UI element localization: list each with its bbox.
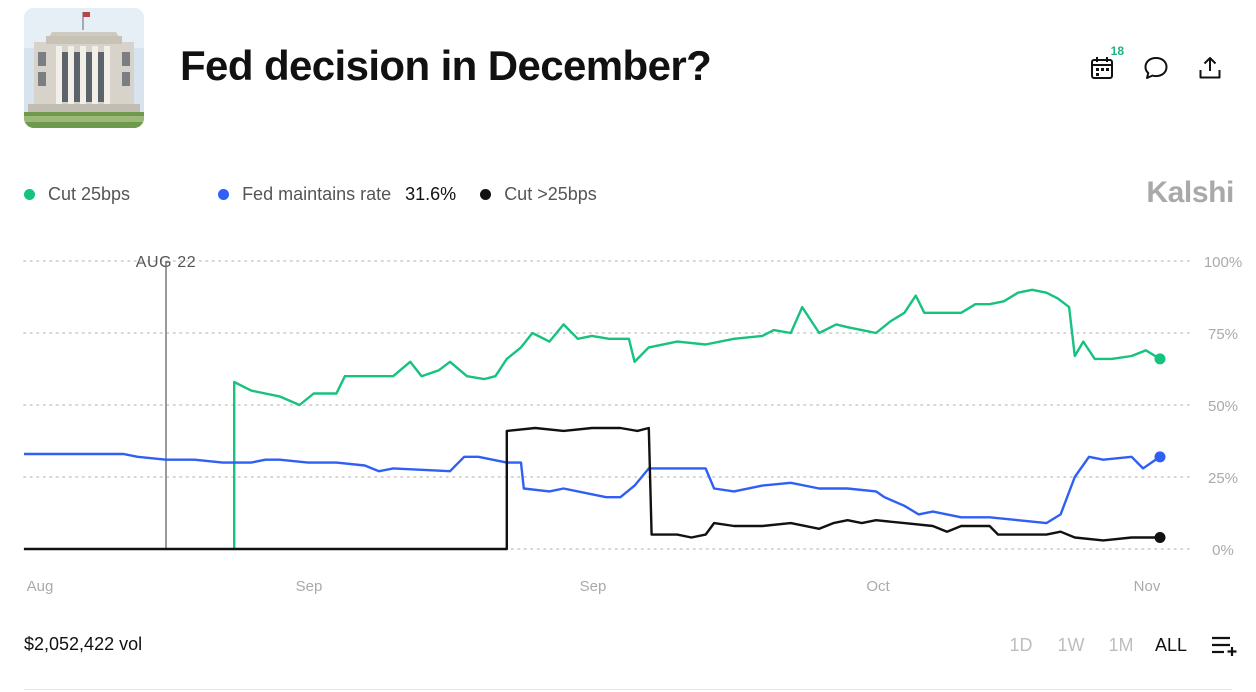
x-tick-label: Sep xyxy=(580,578,607,595)
y-tick-label: 75% xyxy=(1208,326,1238,343)
market-title: Fed decision in December? xyxy=(180,42,712,89)
annotation-label: AUG 22 xyxy=(136,254,197,271)
x-tick-label: Aug xyxy=(27,578,54,595)
add-list-icon[interactable] xyxy=(1210,634,1238,656)
x-tick-label: Nov xyxy=(1134,578,1161,595)
federal-reserve-building-image xyxy=(24,8,144,128)
y-tick-label: 0% xyxy=(1212,542,1234,559)
y-tick-label: 25% xyxy=(1208,470,1238,487)
range-all[interactable]: ALL xyxy=(1154,634,1188,655)
comment-button[interactable] xyxy=(1140,52,1172,84)
legend-label: Cut 25bps xyxy=(48,184,131,204)
series-endpoint-fed-maintains-rate xyxy=(1154,451,1166,463)
series-endpoint-cut-25bps xyxy=(1154,353,1166,365)
calendar-badge: 18 xyxy=(1110,44,1124,58)
series-line-fed-maintains-rate xyxy=(24,452,1161,525)
legend-dot-cut-25bps xyxy=(24,189,35,200)
market-thumbnail xyxy=(24,8,144,128)
brand-logo: Kalshi xyxy=(1146,176,1234,209)
legend-value: 31.6% xyxy=(405,184,457,204)
chart-legend: Cut 25bps Fed maintains rate 31.6% Cut >… xyxy=(24,184,597,205)
time-range-selector: 1D 1W 1M ALL xyxy=(996,634,1238,656)
x-tick-label: Oct xyxy=(866,578,890,595)
series-line-cut-25bps xyxy=(24,426,1160,551)
header-actions: 18 xyxy=(1086,44,1226,84)
legend-label: Cut >25bps xyxy=(504,184,597,204)
y-tick-label: 50% xyxy=(1208,398,1238,415)
calendar-button[interactable]: 18 xyxy=(1086,44,1124,84)
range-1m[interactable]: 1M xyxy=(1108,634,1134,655)
series-line-cut-25bps xyxy=(233,288,1161,549)
legend-label: Fed maintains rate xyxy=(242,184,392,204)
series-endpoint-cut-25bps xyxy=(1154,531,1166,543)
legend-item-cut-over-25bps[interactable]: Cut >25bps xyxy=(480,184,597,205)
share-button[interactable] xyxy=(1194,52,1226,84)
y-tick-label: 100% xyxy=(1204,254,1242,271)
range-1d[interactable]: 1D xyxy=(1009,634,1033,655)
volume-text: $2,052,422 vol xyxy=(24,634,143,654)
range-1w[interactable]: 1W xyxy=(1057,634,1085,655)
calendar-icon xyxy=(1091,57,1113,79)
comment-icon xyxy=(1144,57,1168,79)
legend-dot-fed-maintains-rate xyxy=(218,189,230,200)
legend-item-fed-maintains-rate[interactable]: Fed maintains rate 31.6% xyxy=(218,184,456,205)
share-icon xyxy=(1199,57,1221,79)
bottom-divider xyxy=(24,689,1232,690)
legend-item-cut-25bps[interactable]: Cut 25bps xyxy=(24,184,130,205)
price-history-chart[interactable]: 100% 75% 50% 25% 0% Aug Sep Sep Oct Nov AUG 22 xyxy=(0,240,1256,610)
legend-dot-cut-over-25bps xyxy=(480,189,492,200)
x-tick-label: Sep xyxy=(296,578,323,595)
